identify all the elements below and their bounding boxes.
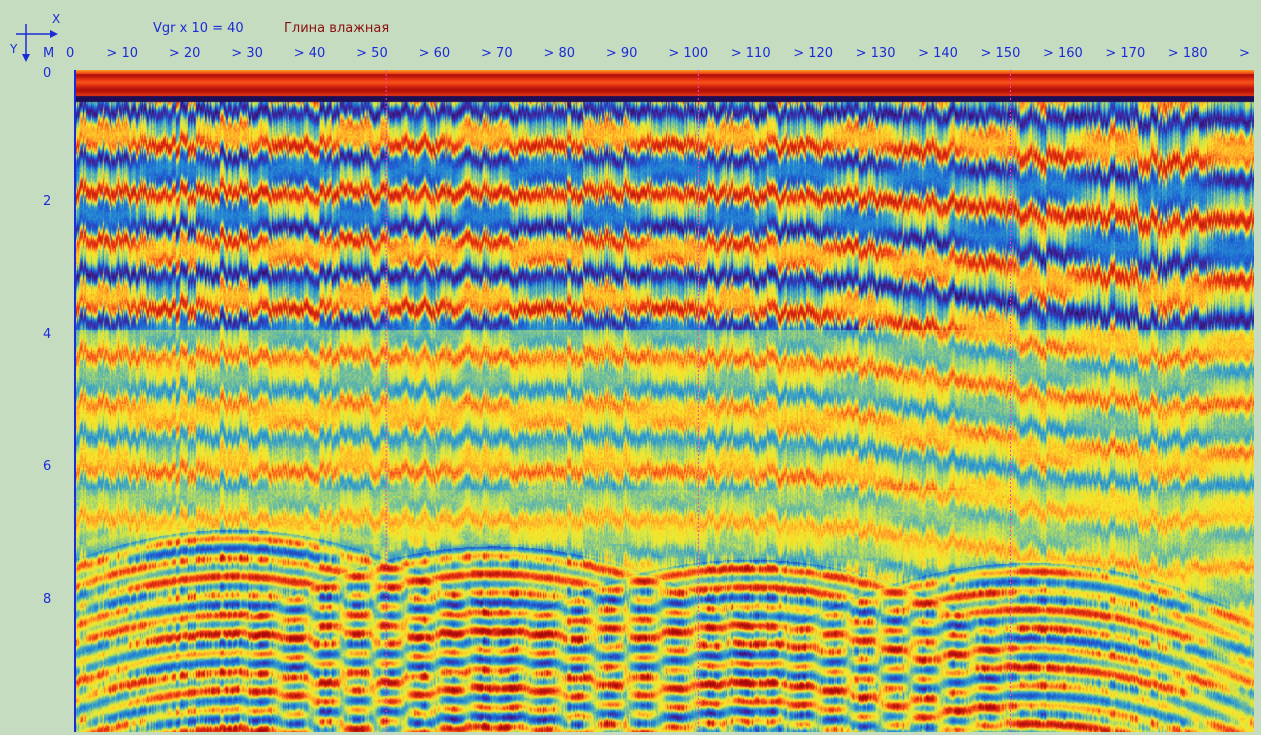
x-tick-label: > 110 <box>730 46 771 61</box>
x-tick-label: > 170 <box>1105 46 1146 61</box>
velocity-label: Vgr x 10 = 40 <box>153 21 244 36</box>
x-tick-label: > 40 <box>293 46 326 61</box>
x-tick-label: > 90 <box>605 46 638 61</box>
axis-orientation-icon <box>16 24 58 62</box>
radargram-canvas[interactable] <box>74 70 1254 732</box>
x-tick-label: 0 <box>66 46 75 61</box>
x-tick-label: > 100 <box>668 46 709 61</box>
x-tick-label: > 20 <box>168 46 201 61</box>
y-tick-label: 6 <box>43 459 52 475</box>
y-tick-label: 4 <box>43 326 52 342</box>
material-label: Глина влажная <box>284 21 390 36</box>
x-tick-label: > 60 <box>418 46 451 61</box>
x-axis-letter: X <box>52 12 61 26</box>
x-tick-label: > 160 <box>1042 46 1083 61</box>
x-tick-label: > 30 <box>231 46 263 61</box>
y-tick-label: 2 <box>43 194 52 210</box>
y-tick-label: 8 <box>43 591 52 607</box>
x-tick-label: > 50 <box>356 46 388 61</box>
x-tick-label: > <box>1239 46 1250 61</box>
unit-label: M <box>43 46 55 61</box>
x-tick-label: > 150 <box>980 46 1021 61</box>
x-tick-label: > 130 <box>855 46 896 61</box>
x-tick-label: > 10 <box>106 46 138 61</box>
x-tick-label: > 180 <box>1167 46 1208 61</box>
y-axis-letter: Y <box>10 42 18 56</box>
x-tick-label: > 140 <box>918 46 958 61</box>
x-tick-label: > 80 <box>543 46 576 61</box>
x-tick-label: > 120 <box>793 46 834 61</box>
y-tick-label: 0 <box>43 66 52 81</box>
x-tick-label: > 70 <box>481 46 513 61</box>
